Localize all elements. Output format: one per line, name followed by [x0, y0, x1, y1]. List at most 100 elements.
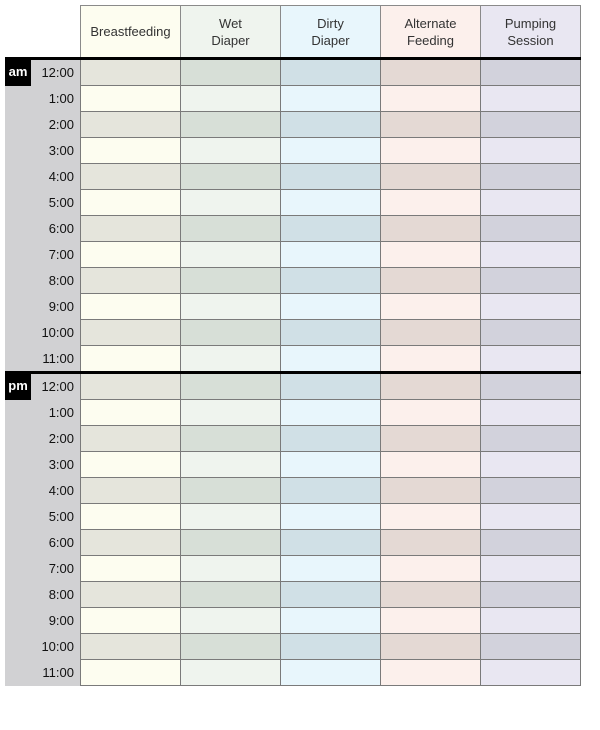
log-cell[interactable] [480, 529, 581, 556]
log-cell[interactable] [480, 607, 581, 634]
log-cell[interactable] [380, 137, 481, 164]
log-cell[interactable] [480, 267, 581, 294]
log-cell[interactable] [280, 267, 381, 294]
log-cell[interactable] [80, 85, 181, 112]
log-cell[interactable] [480, 85, 581, 112]
log-cell[interactable] [80, 529, 181, 556]
log-cell[interactable] [80, 111, 181, 138]
log-cell[interactable] [480, 319, 581, 346]
log-cell[interactable] [480, 241, 581, 268]
log-cell[interactable] [80, 371, 181, 400]
log-cell[interactable] [380, 555, 481, 582]
log-cell[interactable] [80, 633, 181, 660]
log-cell[interactable] [280, 371, 381, 400]
log-cell[interactable] [480, 659, 581, 686]
log-cell[interactable] [180, 503, 281, 530]
log-cell[interactable] [180, 319, 281, 346]
log-cell[interactable] [480, 399, 581, 426]
log-cell[interactable] [380, 241, 481, 268]
log-cell[interactable] [280, 477, 381, 504]
log-cell[interactable] [80, 189, 181, 216]
log-cell[interactable] [80, 241, 181, 268]
log-cell[interactable] [180, 111, 281, 138]
log-cell[interactable] [480, 189, 581, 216]
log-cell[interactable] [180, 607, 281, 634]
log-cell[interactable] [180, 267, 281, 294]
log-cell[interactable] [280, 189, 381, 216]
log-cell[interactable] [180, 633, 281, 660]
log-cell[interactable] [280, 293, 381, 320]
log-cell[interactable] [280, 659, 381, 686]
log-cell[interactable] [280, 241, 381, 268]
log-cell[interactable] [180, 371, 281, 400]
log-cell[interactable] [380, 111, 481, 138]
log-cell[interactable] [280, 215, 381, 242]
log-cell[interactable] [180, 137, 281, 164]
log-cell[interactable] [80, 319, 181, 346]
log-cell[interactable] [280, 451, 381, 478]
log-cell[interactable] [480, 477, 581, 504]
log-cell[interactable] [180, 529, 281, 556]
log-cell[interactable] [380, 215, 481, 242]
log-cell[interactable] [180, 215, 281, 242]
log-cell[interactable] [480, 345, 581, 373]
log-cell[interactable] [80, 137, 181, 164]
log-cell[interactable] [280, 85, 381, 112]
log-cell[interactable] [480, 371, 581, 400]
log-cell[interactable] [380, 529, 481, 556]
log-cell[interactable] [480, 57, 581, 86]
log-cell[interactable] [180, 293, 281, 320]
log-cell[interactable] [480, 425, 581, 452]
log-cell[interactable] [480, 111, 581, 138]
log-cell[interactable] [380, 477, 481, 504]
log-cell[interactable] [280, 529, 381, 556]
log-cell[interactable] [380, 163, 481, 190]
log-cell[interactable] [480, 215, 581, 242]
log-cell[interactable] [380, 659, 481, 686]
log-cell[interactable] [480, 503, 581, 530]
log-cell[interactable] [280, 503, 381, 530]
log-cell[interactable] [480, 163, 581, 190]
log-cell[interactable] [80, 293, 181, 320]
log-cell[interactable] [480, 555, 581, 582]
log-cell[interactable] [80, 477, 181, 504]
log-cell[interactable] [380, 503, 481, 530]
log-cell[interactable] [280, 633, 381, 660]
log-cell[interactable] [280, 345, 381, 373]
log-cell[interactable] [180, 581, 281, 608]
log-cell[interactable] [180, 57, 281, 86]
log-cell[interactable] [280, 137, 381, 164]
log-cell[interactable] [380, 85, 481, 112]
log-cell[interactable] [80, 581, 181, 608]
log-cell[interactable] [280, 163, 381, 190]
log-cell[interactable] [180, 425, 281, 452]
log-cell[interactable] [180, 189, 281, 216]
log-cell[interactable] [480, 451, 581, 478]
log-cell[interactable] [280, 399, 381, 426]
log-cell[interactable] [380, 319, 481, 346]
log-cell[interactable] [280, 425, 381, 452]
log-cell[interactable] [80, 555, 181, 582]
log-cell[interactable] [380, 345, 481, 373]
log-cell[interactable] [280, 607, 381, 634]
log-cell[interactable] [180, 345, 281, 373]
log-cell[interactable] [480, 137, 581, 164]
log-cell[interactable] [380, 581, 481, 608]
log-cell[interactable] [180, 85, 281, 112]
log-cell[interactable] [80, 659, 181, 686]
log-cell[interactable] [380, 425, 481, 452]
log-cell[interactable] [380, 607, 481, 634]
log-cell[interactable] [180, 477, 281, 504]
log-cell[interactable] [80, 215, 181, 242]
log-cell[interactable] [80, 503, 181, 530]
log-cell[interactable] [380, 633, 481, 660]
log-cell[interactable] [80, 425, 181, 452]
log-cell[interactable] [180, 163, 281, 190]
log-cell[interactable] [280, 111, 381, 138]
log-cell[interactable] [380, 371, 481, 400]
log-cell[interactable] [80, 57, 181, 86]
log-cell[interactable] [80, 345, 181, 373]
log-cell[interactable] [380, 399, 481, 426]
log-cell[interactable] [80, 163, 181, 190]
log-cell[interactable] [80, 451, 181, 478]
